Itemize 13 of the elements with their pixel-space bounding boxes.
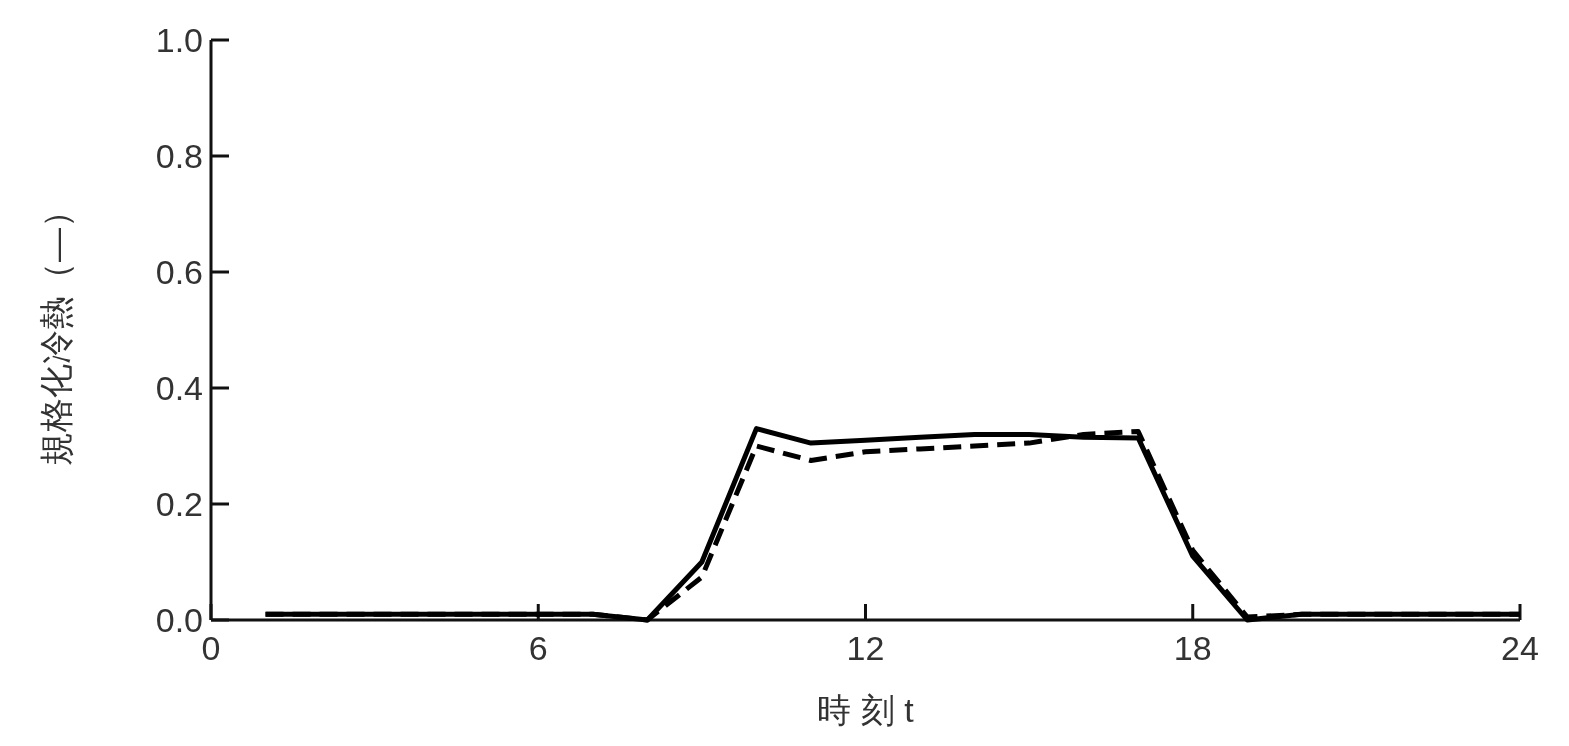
y-tick-label: 1.0 [155, 21, 203, 59]
x-tick-label: 6 [528, 629, 548, 667]
y-tick-label: 0.2 [155, 485, 203, 523]
y-axis-title: 規格化冷熱（—） [37, 194, 75, 466]
y-tick-label: 0.4 [155, 369, 203, 407]
y-tick-label: 0.0 [155, 601, 203, 639]
x-tick-label: 0 [201, 629, 221, 667]
x-tick-label: 12 [846, 629, 885, 667]
y-tick-label: 0.8 [155, 137, 203, 175]
y-tick-label: 0.6 [155, 253, 203, 291]
x-axis-title: 時 刻 t [817, 691, 915, 729]
x-tick-label: 18 [1173, 629, 1212, 667]
x-tick-label: 24 [1501, 629, 1539, 667]
